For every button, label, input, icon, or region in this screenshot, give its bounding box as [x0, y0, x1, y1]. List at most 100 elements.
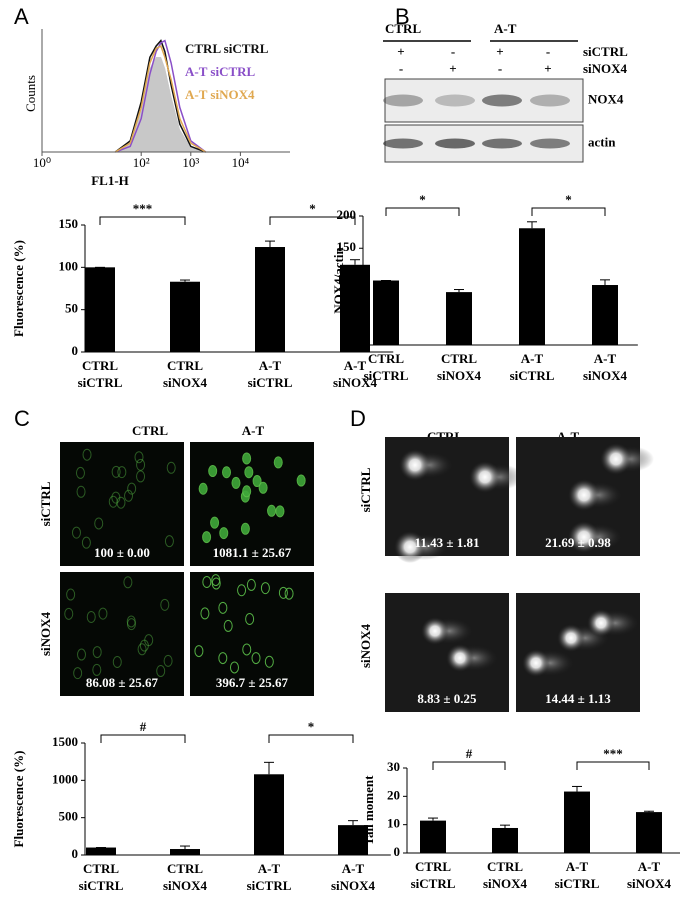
nucleus	[264, 655, 274, 668]
nucleus	[252, 475, 262, 488]
nucleus	[211, 574, 221, 587]
x-tick-label: siCTRL	[247, 878, 292, 893]
row-label: siNOX4	[38, 611, 53, 656]
significance-bracket	[269, 216, 356, 225]
panel-letter: C	[14, 406, 30, 431]
nucleus	[219, 527, 229, 540]
x-tick-label: 10⁴	[232, 155, 250, 170]
bar	[86, 847, 116, 855]
nucleus	[194, 645, 204, 658]
row-label: siCTRL	[358, 467, 373, 512]
nucleus	[240, 522, 250, 535]
band-label: NOX4	[588, 91, 624, 106]
x-tick-label: A-T	[344, 358, 367, 373]
nucleus	[98, 607, 108, 620]
nucleus	[111, 465, 121, 478]
micrograph-value: 11.43 ± 1.81	[415, 535, 480, 550]
nucleus	[267, 504, 277, 517]
column-label: A-T	[242, 423, 265, 438]
nucleus	[92, 663, 102, 676]
treatment-mark: +	[544, 61, 551, 76]
bar	[564, 791, 590, 853]
treatment-mark: -	[399, 61, 403, 76]
nucleus	[112, 655, 122, 668]
x-tick-label: siNOX4	[627, 876, 672, 891]
y-tick-label: 50	[343, 304, 356, 319]
panel-letter: D	[350, 406, 366, 431]
y-axis-label: Counts	[23, 75, 38, 112]
nucleus	[66, 588, 76, 601]
nucleus	[284, 587, 294, 600]
y-axis-label: NOX4/actin	[331, 247, 346, 314]
legend-entry: A-T siCTRL	[185, 64, 256, 79]
treatment-mark: -	[498, 61, 502, 76]
treatment-mark: -	[451, 44, 455, 59]
treatment-mark: +	[496, 44, 503, 59]
bar	[170, 849, 200, 855]
nucleus	[208, 465, 218, 478]
treatment-mark: -	[546, 44, 550, 59]
comet-head	[600, 443, 632, 475]
x-tick-label: siNOX4	[163, 878, 208, 893]
x-tick-label: CTRL	[83, 861, 119, 876]
line	[114, 39, 206, 153]
nucleus	[126, 615, 136, 628]
nucleus	[81, 536, 91, 549]
bar	[592, 285, 618, 345]
micrograph-value: 14.44 ± 1.13	[545, 691, 611, 706]
y-tick-label: 100	[337, 271, 357, 286]
bar	[170, 281, 200, 352]
comet-head	[557, 624, 585, 652]
y-tick-label: 30	[387, 759, 400, 774]
x-tick-label: A-T	[342, 861, 365, 876]
micrograph-value: 1081.1 ± 25.67	[213, 545, 292, 560]
comet-head	[399, 449, 431, 481]
nucleus	[229, 661, 239, 674]
x-tick-label: A-T	[638, 859, 661, 874]
nucleus	[200, 607, 210, 620]
significance-label: *	[565, 192, 572, 207]
nucleus	[139, 639, 149, 652]
nucleus	[223, 619, 233, 632]
y-tick-label: 1000	[52, 771, 78, 786]
micrograph	[190, 442, 314, 566]
nucleus	[136, 470, 146, 483]
nucleus	[73, 667, 83, 680]
x-tick-label: siCTRL	[79, 878, 124, 893]
significance-bracket	[576, 761, 650, 770]
micrograph-value: 21.69 ± 0.98	[545, 535, 611, 550]
bar	[420, 820, 446, 853]
nucleus	[222, 466, 232, 479]
nucleus	[71, 526, 81, 539]
nucleus	[124, 489, 134, 502]
row-label: siNOX4	[358, 623, 373, 668]
x-tick-label: CTRL	[441, 351, 477, 366]
significance-label: *	[309, 201, 316, 216]
bar	[85, 267, 115, 352]
micrograph-value: 396.7 ± 25.67	[216, 675, 289, 690]
significance-bracket	[268, 734, 354, 743]
nucleus	[202, 531, 212, 544]
bar	[338, 825, 368, 855]
significance-bracket	[531, 207, 606, 216]
comet-head	[469, 461, 501, 493]
nucleus	[144, 634, 154, 647]
x-tick-label: siNOX4	[437, 368, 482, 383]
significance-bracket	[385, 207, 460, 216]
nucleus	[260, 582, 270, 595]
treatment-mark: +	[397, 44, 404, 59]
x-tick-label: A-T	[566, 859, 589, 874]
y-axis-label: Fluorescence (%)	[11, 240, 26, 337]
nucleus	[111, 491, 121, 504]
x-tick-label: siCTRL	[248, 375, 293, 390]
significance-label: ***	[133, 201, 153, 216]
x-tick-label: CTRL	[368, 351, 404, 366]
y-tick-label: 0	[72, 846, 79, 861]
significance-label: *	[419, 192, 426, 207]
micrograph-value: 86.08 ± 25.67	[86, 675, 159, 690]
y-tick-label: 0	[72, 343, 79, 358]
micrograph	[60, 572, 184, 696]
nucleus	[77, 648, 87, 661]
y-tick-label: 150	[59, 216, 79, 231]
nucleus	[242, 643, 252, 656]
